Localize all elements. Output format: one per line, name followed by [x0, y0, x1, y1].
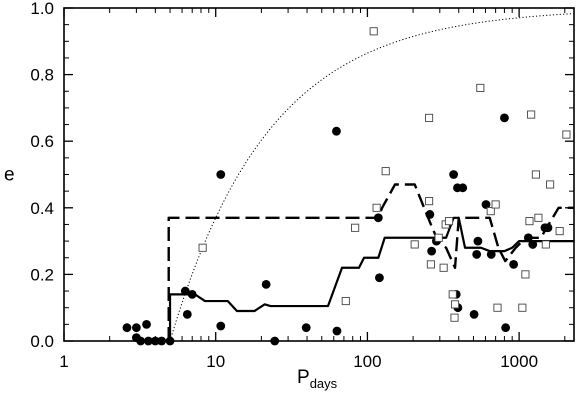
- data-point-square: [518, 303, 527, 312]
- x-axis-label: Pdays: [297, 367, 338, 391]
- data-point-square: [527, 110, 536, 119]
- plot-marks: [64, 13, 575, 346]
- data-point-square: [555, 227, 564, 236]
- data-point-square: [450, 313, 459, 322]
- data-point-square: [534, 213, 543, 222]
- data-point-square: [434, 233, 443, 242]
- data-point-circle: [543, 223, 553, 233]
- data-point-square: [531, 170, 540, 179]
- data-point-square: [439, 263, 448, 272]
- data-point-square: [448, 290, 457, 299]
- y-tick-label: 0.8: [30, 66, 54, 85]
- x-tick-label: 100: [353, 352, 381, 371]
- x-axis-label-subscript: days: [310, 376, 338, 391]
- x-tick-label: 1000: [500, 352, 538, 371]
- data-point-square: [381, 167, 390, 176]
- data-point-circle: [122, 323, 132, 333]
- data-point-circle: [216, 321, 226, 331]
- data-point-square: [341, 296, 350, 306]
- data-point-circle: [301, 323, 311, 333]
- data-point-circle: [332, 126, 341, 136]
- data-point-circle: [180, 286, 190, 296]
- data-point-square: [198, 243, 207, 252]
- y-tick-label: 0.0: [30, 332, 54, 351]
- data-point-circle: [500, 113, 509, 123]
- data-point-circle: [131, 323, 141, 333]
- y-tick-label: 1.0: [30, 0, 54, 18]
- data-point-circle: [458, 183, 468, 193]
- data-point-circle: [375, 273, 384, 283]
- data-point-circle: [449, 170, 459, 179]
- data-point-square: [491, 200, 500, 209]
- data-point-square: [541, 240, 550, 249]
- data-point-square: [425, 197, 434, 206]
- series-line-dotted: [169, 13, 575, 342]
- data-point-square: [372, 203, 381, 212]
- data-point-square: [486, 207, 495, 216]
- axis-ticks: 0.0 0.2 0.4 0.6 0.8 1.0 1 10 100 1000: [30, 0, 574, 371]
- data-point-circle: [425, 210, 435, 219]
- data-point-circle: [472, 250, 482, 259]
- data-point-circle: [486, 250, 496, 259]
- y-tick-label: 0.6: [30, 132, 54, 151]
- data-point-square: [562, 130, 571, 139]
- y-tick-label: 0.4: [30, 199, 54, 218]
- data-point-circle: [187, 289, 197, 299]
- data-point-square: [521, 270, 530, 279]
- data-point-circle: [473, 236, 483, 246]
- data-point-square: [450, 300, 460, 309]
- data-point-square: [351, 223, 360, 232]
- data-point-square: [444, 217, 454, 226]
- data-point-circle: [216, 170, 226, 179]
- data-point-circle: [469, 309, 479, 319]
- y-tick-label: 0.2: [30, 265, 54, 284]
- data-point-circle: [509, 260, 519, 269]
- data-point-square: [369, 27, 378, 36]
- axis-labels: Pdays e: [4, 165, 338, 392]
- data-point-circle: [427, 246, 437, 256]
- data-point-circle: [261, 279, 271, 289]
- data-point-circle: [528, 240, 538, 249]
- data-point-circle: [501, 323, 511, 333]
- data-point-square: [546, 180, 555, 189]
- data-point-circle: [373, 213, 383, 223]
- x-tick-label: 10: [206, 352, 225, 371]
- data-point-circle: [523, 233, 533, 243]
- data-point-circle: [332, 326, 342, 336]
- x-axis-label-main: P: [297, 367, 310, 388]
- data-point-circle: [481, 200, 491, 209]
- data-point-square: [425, 113, 434, 122]
- data-point-circle: [142, 319, 151, 329]
- data-point-square: [493, 303, 502, 312]
- data-point-square: [410, 240, 419, 249]
- data-point-square: [426, 260, 435, 269]
- data-point-square: [525, 217, 534, 226]
- x-tick-label: 1: [59, 352, 68, 371]
- y-axis-label: e: [4, 165, 15, 186]
- data-point-square: [476, 83, 485, 92]
- data-point-circle: [182, 309, 192, 319]
